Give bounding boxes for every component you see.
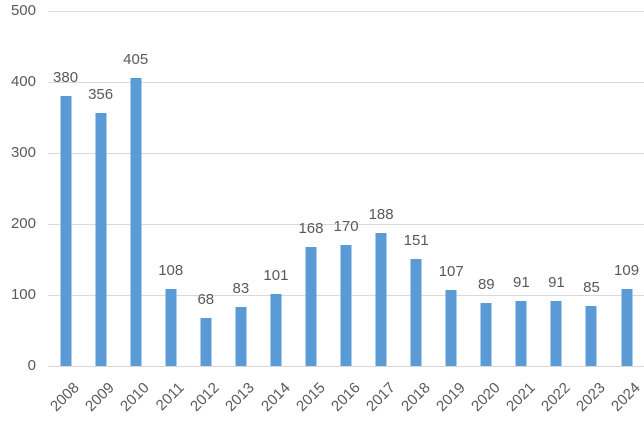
bar-2020 bbox=[480, 302, 492, 366]
data-label-2009: 356 bbox=[88, 86, 114, 104]
bar-slot-2020: 89 2020 bbox=[468, 11, 504, 415]
bar-slot-2019: 107 2019 bbox=[433, 11, 469, 415]
bar-2021 bbox=[515, 301, 527, 366]
bar-2017 bbox=[375, 232, 387, 366]
bar-slot-2021: 91 2021 bbox=[503, 11, 539, 415]
x-tick-label-2016: 2016 bbox=[327, 379, 364, 415]
y-tick-label-100: 100 bbox=[10, 286, 36, 303]
x-tick-label-2021: 2021 bbox=[503, 379, 539, 415]
bars-container: 380 2008 356 2009 405 2010 108 2011 68 2012 83 2013… bbox=[47, 11, 644, 415]
x-tick-label-2020: 2020 bbox=[467, 379, 504, 415]
bar-slot-2017: 188 2017 bbox=[363, 11, 399, 415]
y-axis: 0 100 200 300 400 500 bbox=[0, 2, 40, 374]
bar-2016 bbox=[340, 245, 352, 366]
data-label-2013: 83 bbox=[232, 280, 250, 298]
data-label-2020: 89 bbox=[477, 275, 495, 293]
bar-slot-2016: 170 2016 bbox=[328, 11, 364, 415]
bar-2010 bbox=[130, 78, 142, 366]
gridline-400 bbox=[48, 82, 644, 83]
bar-2011 bbox=[165, 289, 177, 366]
x-tick-label-2010: 2010 bbox=[117, 379, 153, 415]
x-tick-label-2014: 2014 bbox=[257, 379, 294, 415]
bar-2008 bbox=[60, 96, 72, 366]
bar-2014 bbox=[270, 294, 282, 366]
x-tick-label-2012: 2012 bbox=[187, 379, 224, 415]
x-tick-label-2019: 2019 bbox=[432, 379, 469, 415]
data-label-2012: 68 bbox=[197, 290, 215, 308]
x-tick-label-2015: 2015 bbox=[292, 379, 329, 415]
bar-slot-2011: 108 2011 bbox=[153, 11, 188, 414]
x-tick-label-2008: 2008 bbox=[47, 379, 83, 415]
y-tick-label-200: 200 bbox=[10, 215, 36, 232]
bar-2019 bbox=[445, 290, 457, 366]
bar-slot-2013: 83 2013 bbox=[223, 11, 259, 415]
bar-slot-2022: 91 2022 bbox=[538, 11, 574, 415]
bar-2013 bbox=[235, 307, 247, 366]
bar-2009 bbox=[95, 113, 107, 366]
bar-slot-2023: 85 2023 bbox=[573, 11, 609, 415]
x-tick-label-2013: 2013 bbox=[222, 379, 259, 415]
bar-2022 bbox=[550, 301, 562, 366]
x-tick-label-2011: 2011 bbox=[153, 379, 189, 415]
x-tick-label-2022: 2022 bbox=[538, 379, 574, 415]
data-label-2021: 91 bbox=[513, 274, 530, 292]
data-label-2008: 380 bbox=[53, 69, 79, 87]
x-axis-line bbox=[48, 366, 644, 367]
data-label-2014: 101 bbox=[263, 267, 289, 285]
x-tick-label-2024: 2024 bbox=[608, 379, 644, 415]
y-tick-label-500: 500 bbox=[10, 2, 36, 19]
gridline-300 bbox=[48, 153, 644, 154]
bar-2024 bbox=[621, 288, 633, 366]
gridline-500 bbox=[48, 11, 644, 12]
bar-slot-2014: 101 2014 bbox=[258, 11, 294, 415]
bar-2018 bbox=[410, 258, 422, 366]
bar-2023 bbox=[585, 305, 597, 366]
bar-slot-2018: 151 2018 bbox=[398, 11, 434, 415]
data-label-2019: 107 bbox=[438, 263, 464, 280]
bar-slot-2010: 405 2010 bbox=[117, 11, 153, 415]
y-tick-label-0: 0 bbox=[27, 357, 36, 374]
bar-slot-2008: 380 2008 bbox=[47, 11, 83, 415]
data-label-2015: 168 bbox=[298, 219, 324, 237]
bar-2015 bbox=[305, 246, 317, 366]
bar-slot-2015: 168 2015 bbox=[293, 11, 329, 415]
bar-slot-2009: 356 2009 bbox=[82, 11, 118, 415]
y-tick-label-400: 400 bbox=[10, 73, 36, 90]
x-tick-label-2017: 2017 bbox=[362, 379, 399, 415]
data-label-2017: 188 bbox=[368, 205, 394, 223]
bar-2012 bbox=[200, 317, 212, 366]
bar-slot-2012: 68 2012 bbox=[187, 11, 223, 415]
plot-area: 380 2008 356 2009 405 2010 108 2011 68 2012 83 2013… bbox=[47, 11, 644, 415]
x-tick-label-2023: 2023 bbox=[573, 379, 609, 415]
data-label-2018: 151 bbox=[403, 231, 429, 249]
x-tick-label-2009: 2009 bbox=[82, 379, 118, 415]
data-label-2024: 109 bbox=[614, 261, 640, 279]
y-tick-label-300: 300 bbox=[10, 144, 36, 161]
data-label-2011: 108 bbox=[158, 262, 184, 280]
data-label-2022: 91 bbox=[548, 274, 565, 292]
gridline-200 bbox=[48, 224, 644, 225]
data-label-2023: 85 bbox=[583, 278, 600, 296]
x-tick-label-2018: 2018 bbox=[397, 379, 434, 415]
bar-slot-2024: 109 2024 bbox=[608, 11, 644, 415]
data-label-2016: 170 bbox=[333, 218, 359, 236]
data-label-2010: 405 bbox=[123, 51, 149, 69]
